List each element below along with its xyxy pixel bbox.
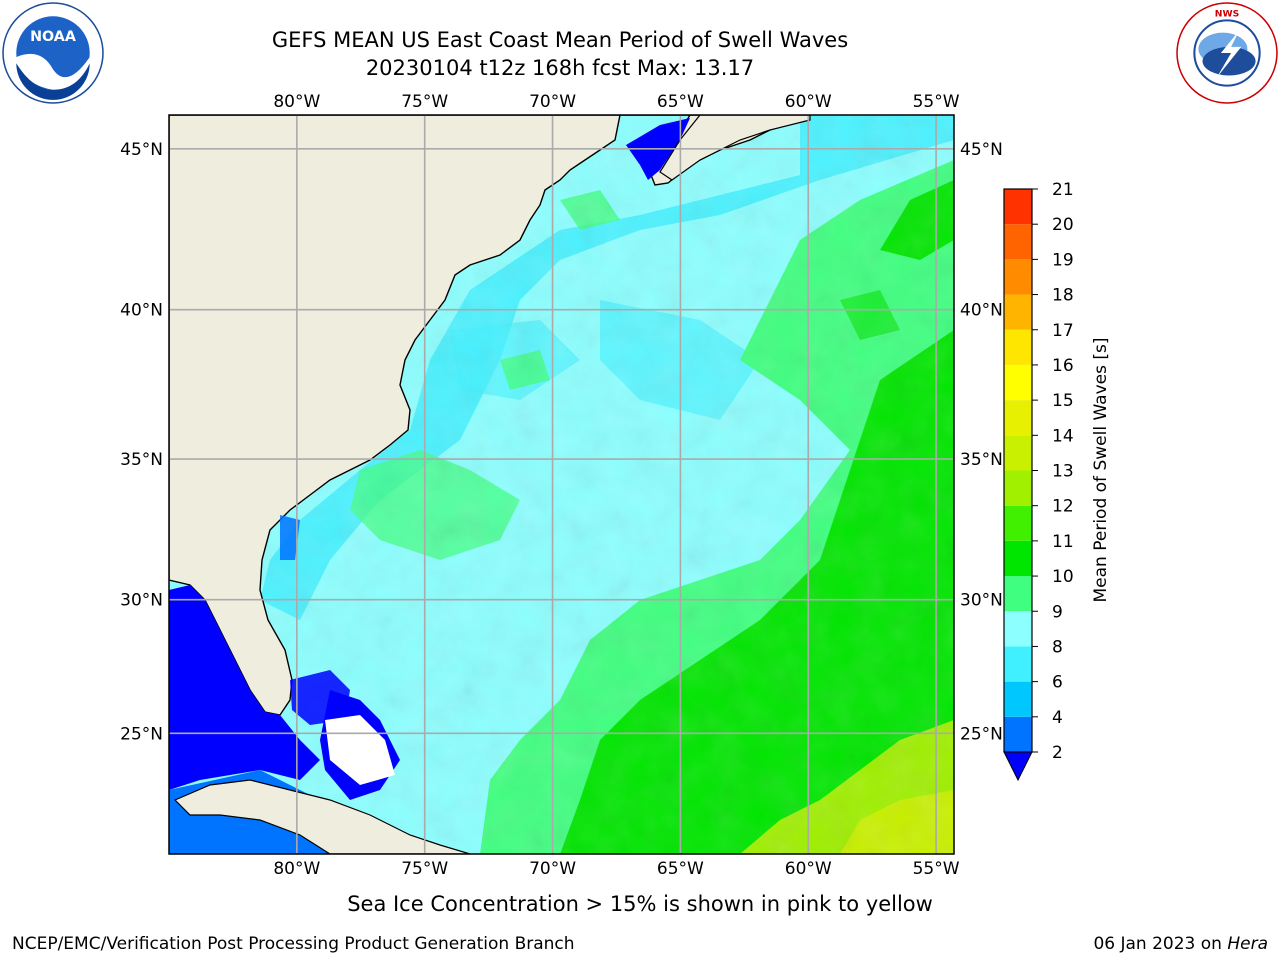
colorbar-segment [1004, 435, 1032, 471]
colorbar-tick-label: 9 [1052, 602, 1063, 622]
lon-label-bottom: 60°W [785, 859, 832, 879]
colorbar-segment [1004, 470, 1032, 506]
lon-label-top: 55°W [913, 92, 960, 112]
colorbar-segment [1004, 716, 1032, 752]
colorbar-tick-label: 12 [1052, 497, 1074, 517]
lon-label-top: 60°W [785, 92, 832, 112]
colorbar-segment [1004, 646, 1032, 682]
colorbar-segment [1004, 224, 1032, 260]
lat-label-left: 45°N [120, 140, 163, 160]
colorbar-tick-label: 2 [1052, 743, 1063, 763]
lat-label-left: 30°N [120, 591, 163, 611]
colorbar-tick-label: 17 [1052, 321, 1074, 341]
lon-label-top: 70°W [529, 92, 576, 112]
colorbar-segment [1004, 259, 1032, 295]
colorbar-tick-label: 21 [1052, 180, 1074, 200]
colorbar-tick-label: 16 [1052, 356, 1074, 376]
colorbar: 2 4 6 8 9 10 11 12 13 14 15 16 17 18 19 20 21 [1003, 180, 1074, 782]
sea-ice-note: Sea Ice Concentration > 15% is shown in … [347, 892, 933, 916]
colorbar-segment [1004, 611, 1032, 647]
lat-label-right: 40°N [960, 301, 1003, 321]
map-field [169, 115, 954, 854]
lon-label-bottom: 65°W [657, 859, 704, 879]
lat-label-right: 45°N [960, 140, 1003, 160]
colorbar-tick-label: 20 [1052, 215, 1074, 235]
land-cuba [173, 779, 471, 854]
lat-label-left: 25°N [120, 724, 163, 744]
colorbar-tick-label: 11 [1052, 532, 1074, 552]
colorbar-segment [1004, 329, 1032, 365]
lat-label-left: 40°N [120, 301, 163, 321]
chart-title: GEFS MEAN US East Coast Mean Period of S… [271, 28, 849, 52]
footer-date: 06 Jan 2023 on Hera [1093, 934, 1268, 954]
footer-credit: NCEP/EMC/Verification Post Processing Pr… [12, 934, 575, 954]
map-gridlines [169, 115, 954, 854]
lon-label-top: 75°W [401, 92, 448, 112]
lat-label-right: 25°N [960, 724, 1003, 744]
colorbar-segment [1004, 189, 1032, 225]
colorbar-segment [1004, 400, 1032, 436]
noaa-logo-text: NOAA [30, 29, 76, 45]
colorbar-tick-label: 13 [1052, 462, 1074, 482]
lat-label-right: 30°N [960, 591, 1003, 611]
lon-label-top: 80°W [273, 92, 320, 112]
noaa-logo: NOAA [2, 2, 104, 104]
colorbar-tick-label: 15 [1052, 391, 1074, 411]
lon-label-top: 65°W [657, 92, 704, 112]
colorbar-tick-label: 19 [1052, 250, 1074, 270]
colorbar-tick-label: 10 [1052, 567, 1074, 587]
lon-label-bottom: 55°W [913, 859, 960, 879]
lon-label-bottom: 75°W [401, 859, 448, 879]
footer-machine: Hera [1227, 934, 1268, 954]
gulf-low-swell [169, 585, 320, 790]
nws-logo: NWS [1176, 2, 1278, 104]
lat-label-left: 35°N [120, 450, 163, 470]
colorbar-segment [1004, 505, 1032, 541]
lon-label-bottom: 70°W [529, 859, 576, 879]
svg-text:NWS: NWS [1215, 8, 1239, 19]
colorbar-segment [1004, 294, 1032, 330]
colorbar-tick-label: 6 [1052, 673, 1063, 693]
colorbar-under-arrow [1003, 751, 1033, 782]
colorbar-label: Mean Period of Swell Waves [s] [1091, 338, 1111, 603]
colorbar-tick-label: 4 [1052, 708, 1063, 728]
chart-subtitle: 20230104 t12z 168h fcst Max: 13.17 [365, 56, 755, 80]
map-axis-labels: 80°W 80°W 75°W 75°W 70°W 70°W 65°W 65°W 60°W 60°W… [120, 92, 1003, 879]
colorbar-segment [1004, 576, 1032, 612]
colorbar-segment [1004, 364, 1032, 401]
lon-label-bottom: 80°W [273, 859, 320, 879]
map-frame [168, 114, 955, 855]
colorbar-segment [1004, 540, 1032, 577]
lat-label-right: 35°N [960, 450, 1003, 470]
colorbar-tick-label: 8 [1052, 637, 1063, 657]
colorbar-tick-label: 14 [1052, 426, 1074, 446]
colorbar-tick-label: 18 [1052, 286, 1074, 306]
footer-date-text: 06 Jan 2023 on [1093, 934, 1228, 954]
colorbar-segment [1004, 681, 1032, 717]
